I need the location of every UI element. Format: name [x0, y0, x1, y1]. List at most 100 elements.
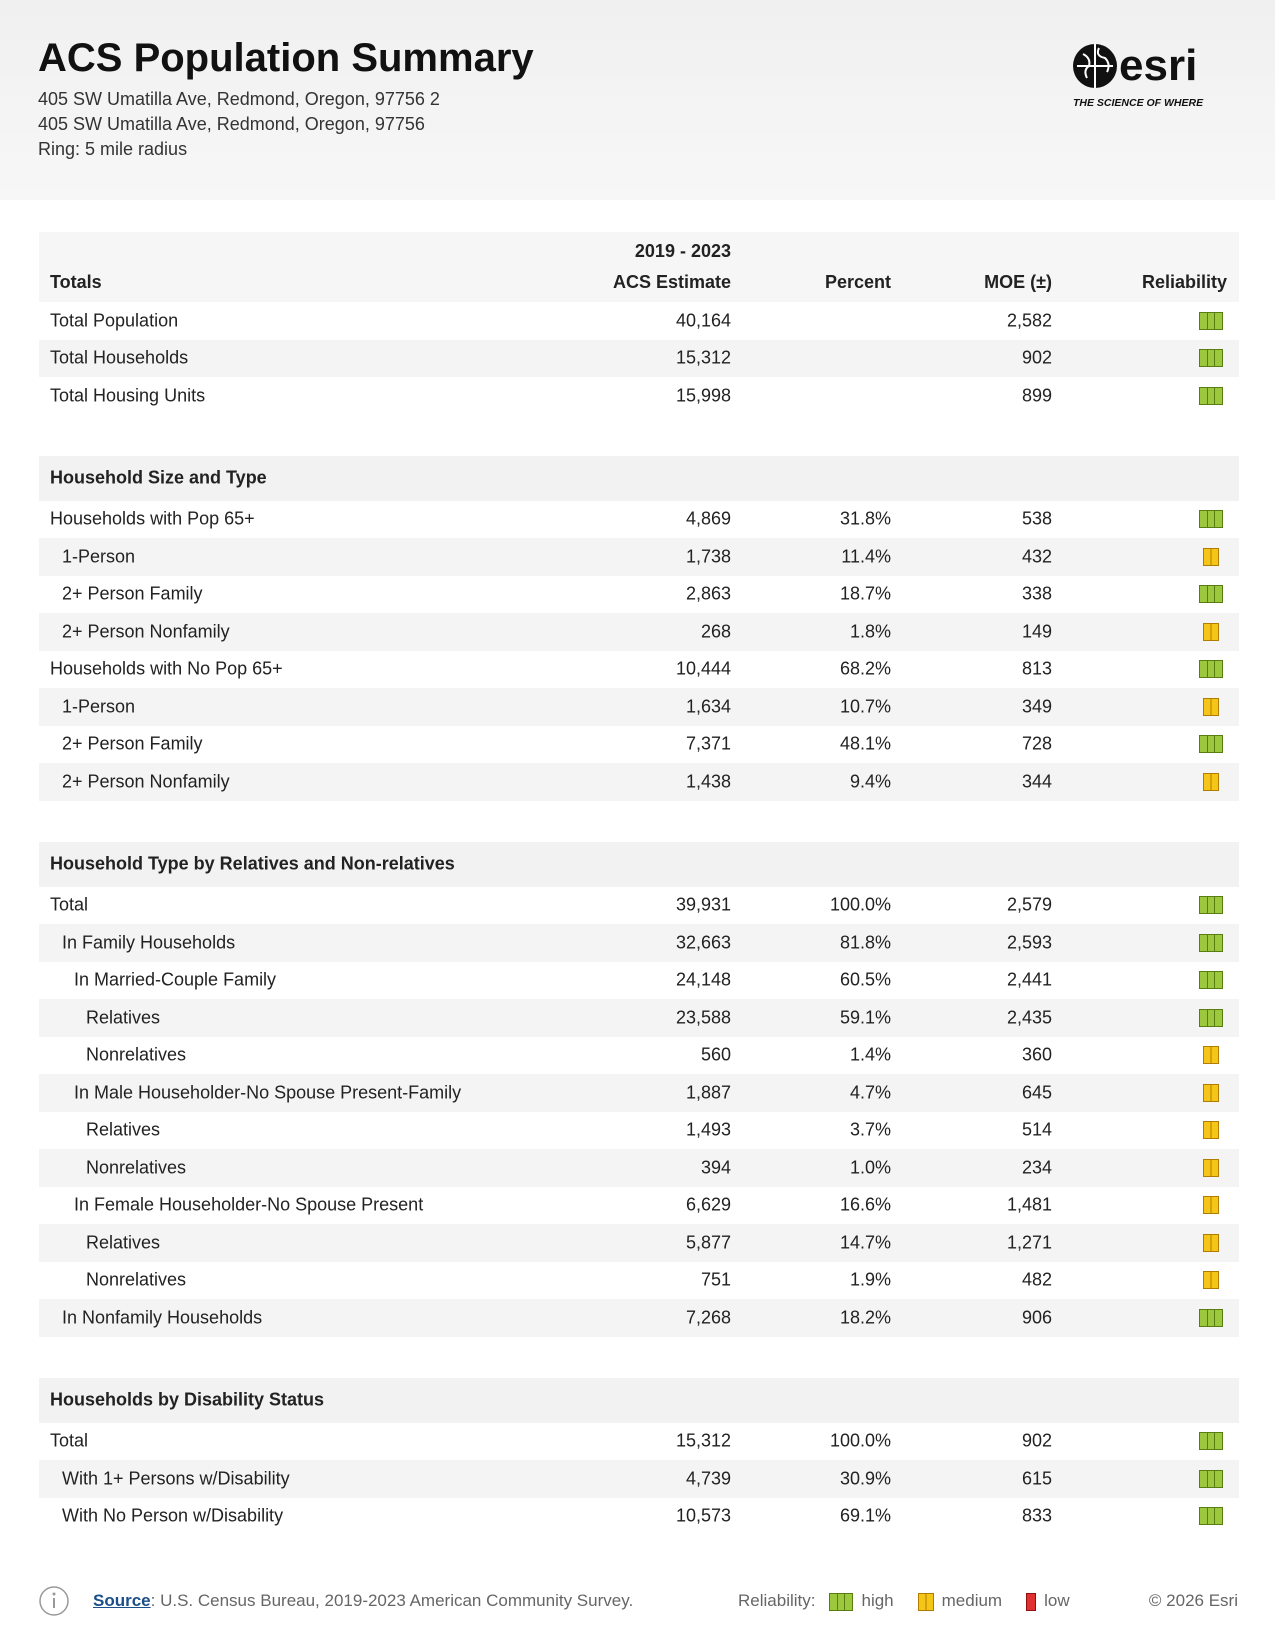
moe: 902 [1021, 347, 1052, 368]
percent: 3.7% [849, 1119, 891, 1140]
table-row: 1-Person 1,634 10.7% 349 [39, 688, 1239, 726]
estimate: 23,588 [675, 1007, 731, 1028]
col-percent: Percent [824, 272, 891, 292]
estimate: 39,931 [675, 894, 731, 915]
moe: 349 [1021, 696, 1052, 717]
reliability-icon [1199, 510, 1223, 529]
row-label: In Nonfamily Households [62, 1307, 263, 1328]
moe: 906 [1021, 1307, 1052, 1328]
moe: 360 [1021, 1044, 1052, 1065]
reliability-icon [1203, 1196, 1219, 1215]
estimate: 32,663 [675, 932, 731, 953]
moe: 813 [1021, 658, 1052, 679]
table-row: Total 15,312 100.0% 902 [39, 1423, 1239, 1461]
estimate: 7,371 [685, 733, 731, 754]
percent: 4.7% [849, 1082, 891, 1103]
percent: 100.0% [829, 1430, 891, 1451]
source-link[interactable]: Source [93, 1591, 151, 1610]
estimate: 15,998 [675, 385, 731, 406]
estimate: 4,869 [685, 508, 731, 529]
percent: 9.4% [849, 771, 891, 792]
info-icon [39, 1586, 69, 1616]
reliability-icon [1199, 1008, 1223, 1027]
percent: 69.1% [839, 1505, 891, 1526]
table-row: Nonrelatives 560 1.4% 360 [39, 1037, 1239, 1075]
percent: 1.0% [849, 1157, 891, 1178]
reliability-icon [1203, 1121, 1219, 1140]
legend-label: low [1044, 1591, 1070, 1610]
reliability-icon [1203, 697, 1219, 716]
table-row: Households with No Pop 65+ 10,444 68.2% 813 [39, 651, 1239, 689]
moe: 899 [1021, 385, 1052, 406]
percent: 30.9% [839, 1468, 891, 1489]
estimate: 1,887 [685, 1082, 731, 1103]
row-label: Total [50, 1430, 89, 1451]
table-row: Households with Pop 65+ 4,869 31.8% 538 [39, 501, 1239, 539]
table-row: 2+ Person Nonfamily 1,438 9.4% 344 [39, 763, 1239, 801]
percent: 59.1% [839, 1007, 891, 1028]
reliability-icon [1199, 933, 1223, 952]
table-row: Total 39,931 100.0% 2,579 [39, 887, 1239, 925]
summary-table: Totals 2019 - 2023 ACS Estimate Percent … [39, 232, 1239, 1535]
section-title: Household Type by Relatives and Non-rela… [50, 853, 455, 874]
row-label: 1-Person [62, 696, 136, 717]
reliability-icon [1203, 547, 1219, 566]
table-row: Total Households 15,312 902 [39, 339, 1239, 377]
estimate: 15,312 [675, 1430, 731, 1451]
moe: 2,593 [1006, 932, 1052, 953]
reliability-icon [1199, 735, 1223, 754]
reliability-icon [1199, 585, 1223, 604]
table-row: Relatives 23,588 59.1% 2,435 [39, 999, 1239, 1037]
report-title: ACS Population Summary [38, 36, 534, 80]
estimate: 5,877 [685, 1232, 731, 1253]
moe: 728 [1021, 733, 1052, 754]
logo-tagline: THE SCIENCE OF WHERE [1073, 97, 1204, 109]
estimate: 7,268 [685, 1307, 731, 1328]
reliability-icon [1199, 1469, 1223, 1488]
row-label: Households with No Pop 65+ [50, 658, 283, 679]
table-row: 2+ Person Family 2,863 18.7% 338 [39, 576, 1239, 614]
reliability-icon [1199, 386, 1223, 405]
reliability-icon [1199, 349, 1223, 368]
row-label: Nonrelatives [86, 1157, 187, 1178]
moe: 645 [1021, 1082, 1052, 1103]
row-label: 2+ Person Family [62, 583, 203, 604]
percent: 11.4% [841, 546, 891, 567]
table-row: 1-Person 1,738 11.4% 432 [39, 538, 1239, 576]
table-row: Nonrelatives 751 1.9% 482 [39, 1262, 1239, 1300]
copyright: © 2026 Esri [1148, 1591, 1238, 1610]
col-reliability: Reliability [1141, 272, 1227, 292]
estimate: 268 [700, 621, 731, 642]
table-row: Total Housing Units 15,998 899 [39, 377, 1239, 415]
moe: 615 [1021, 1468, 1052, 1489]
percent: 1.8% [849, 621, 891, 642]
table-row: In Nonfamily Households 7,268 18.2% 906 [39, 1299, 1239, 1337]
row-label: Total Population [50, 310, 179, 331]
moe: 234 [1021, 1157, 1052, 1178]
reliability-icon [1203, 1046, 1219, 1065]
row-label: 1-Person [62, 546, 136, 567]
estimate: 24,148 [675, 969, 731, 990]
legend-icon [1026, 1592, 1037, 1611]
moe: 2,582 [1006, 310, 1052, 331]
estimate: 1,738 [685, 546, 731, 567]
section-header: Household Type by Relatives and Non-rela… [39, 841, 1239, 887]
legend-label: high [861, 1591, 894, 1610]
percent: 18.7% [839, 583, 891, 604]
source-text: : U.S. Census Bureau, 2019-2023 American… [150, 1591, 634, 1610]
row-label: In Family Households [62, 932, 236, 953]
row-label: Total Households [50, 347, 189, 368]
percent: 1.4% [849, 1044, 891, 1065]
moe: 538 [1021, 508, 1052, 529]
table-row: Nonrelatives 394 1.0% 234 [39, 1149, 1239, 1187]
moe: 432 [1021, 546, 1052, 567]
row-label: With No Person w/Disability [62, 1505, 284, 1526]
row-label: Relatives [86, 1007, 161, 1028]
footer: Source: U.S. Census Bureau, 2019-2023 Am… [38, 1586, 1238, 1616]
estimate: 15,312 [675, 347, 731, 368]
logo-globe-lines [1077, 44, 1113, 88]
moe: 1,481 [1006, 1194, 1052, 1215]
moe: 1,271 [1006, 1232, 1052, 1253]
reliability-icon [1203, 1158, 1219, 1177]
